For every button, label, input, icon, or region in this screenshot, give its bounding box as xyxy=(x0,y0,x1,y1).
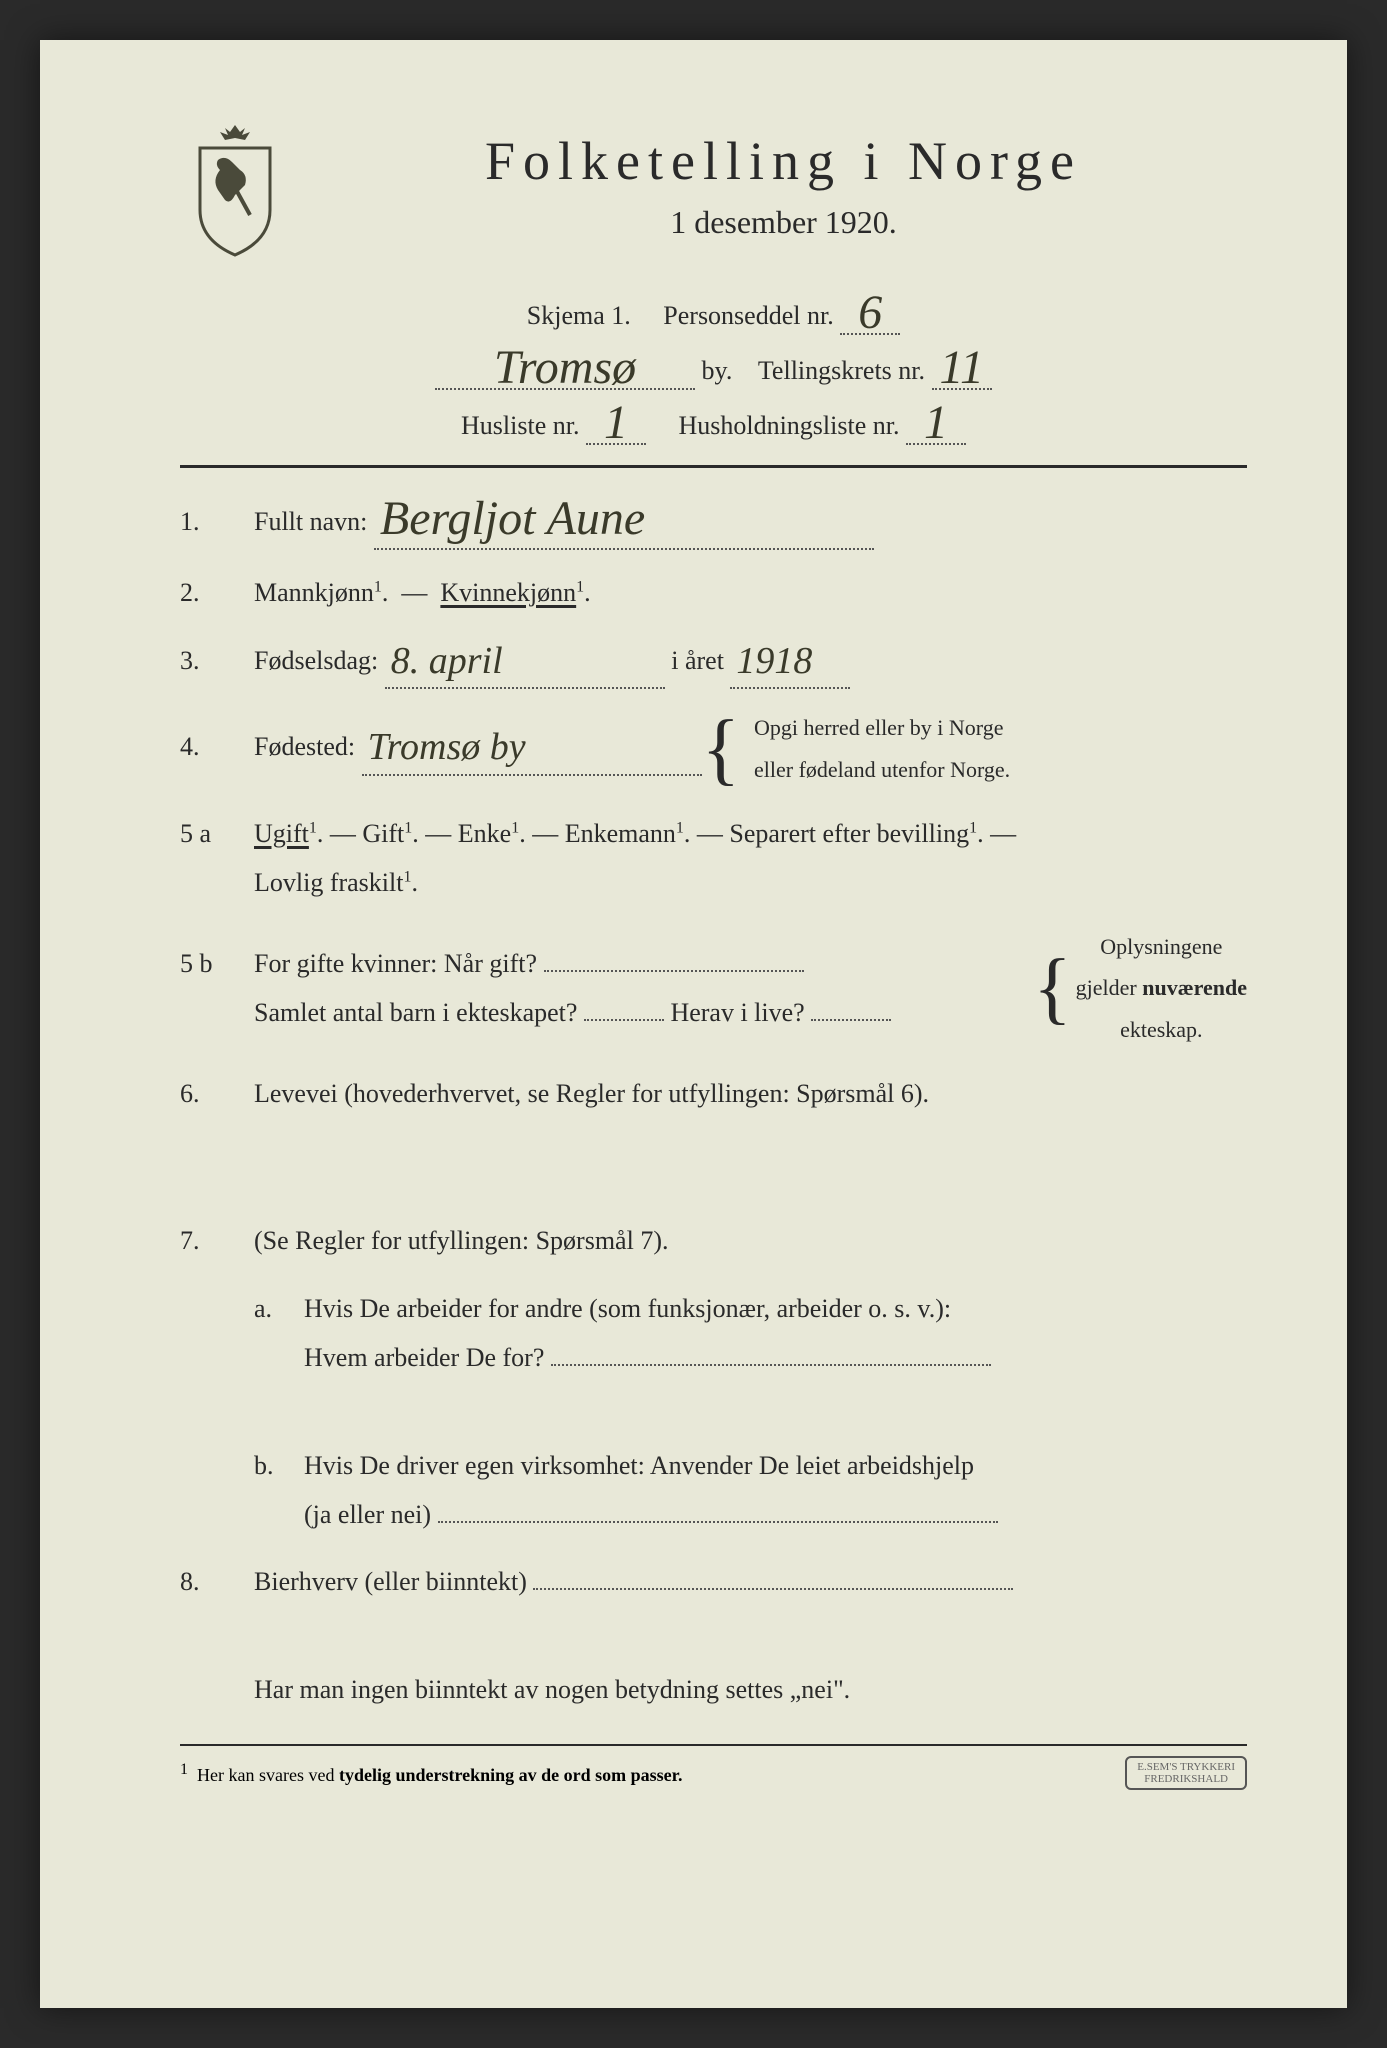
q5b-line1: For gifte kvinner: Når gift? xyxy=(254,949,537,978)
q3-day: 8. april xyxy=(391,640,503,682)
tail-note: Har man ingen biinntekt av nogen betydni… xyxy=(254,1665,1247,1714)
q7-intro: (Se Regler for utfyllingen: Spørsmål 7). xyxy=(254,1226,668,1255)
q6-num: 6. xyxy=(180,1069,230,1118)
q5a-opt-enke: Enke xyxy=(458,819,511,848)
tellingskrets-value: 11 xyxy=(940,341,984,394)
printer-stamp: E.SEM'S TRYKKERI FREDRIKSHALD xyxy=(1125,1756,1247,1790)
question-5b: 5 b For gifte kvinner: Når gift? Samlet … xyxy=(180,926,1247,1051)
q5b-line2b: Herav i live? xyxy=(670,998,804,1027)
q5a-opt-separert: Separert efter bevilling xyxy=(729,819,969,848)
q3-num: 3. xyxy=(180,636,230,685)
meta-row-2: Tromsø by. Tellingskrets nr. 11 xyxy=(180,345,1247,390)
question-1: 1. Fullt navn: Bergljot Aune xyxy=(180,496,1247,550)
q5b-line2a: Samlet antal barn i ekteskapet? xyxy=(254,998,577,1027)
q7a-line2: Hvem arbeider De for? xyxy=(304,1343,544,1372)
footnote-text: Her kan svares ved xyxy=(197,1765,339,1785)
q5a-opt-enkemann: Enkemann xyxy=(565,819,676,848)
q5a-opt-ugift: Ugift xyxy=(254,819,309,848)
question-2: 2. Mannkjønn1. — Kvinnekjønn1. xyxy=(180,568,1247,617)
husliste-value: 1 xyxy=(604,396,628,449)
q7a-num: a. xyxy=(254,1284,284,1423)
q3-year-label: i året xyxy=(671,646,724,675)
main-title: Folketelling i Norge xyxy=(320,130,1247,192)
q8-num: 8. xyxy=(180,1557,230,1606)
census-form-page: Folketelling i Norge 1 desember 1920. Sk… xyxy=(40,40,1347,2008)
brace-icon: { xyxy=(702,725,740,773)
by-label: by. xyxy=(702,356,733,385)
q4-num: 4. xyxy=(180,722,230,771)
q4-note: Opgi herred eller by i Norge eller fødel… xyxy=(754,707,1010,791)
tellingskrets-label: Tellingskrets nr. xyxy=(758,356,925,385)
meta-block: Skjema 1. Personseddel nr. 6 Tromsø by. … xyxy=(180,290,1247,445)
form-body: 1. Fullt navn: Bergljot Aune 2. Mannkjøn… xyxy=(180,496,1247,1714)
title-block: Folketelling i Norge 1 desember 1920. xyxy=(320,120,1247,241)
footnote: 1 Her kan svares ved tydelig understrekn… xyxy=(180,1744,1247,1790)
q7b-num: b. xyxy=(254,1441,284,1540)
q3-label: Fødselsdag: xyxy=(254,646,378,675)
husliste-label: Husliste nr. xyxy=(461,411,579,440)
q1-label: Fullt navn: xyxy=(254,507,367,536)
separator xyxy=(180,465,1247,468)
coat-of-arms-icon xyxy=(180,120,290,260)
q8-label: Bierhverv (eller biinntekt) xyxy=(254,1567,527,1596)
footnote-bold: tydelig understrekning av de ord som pas… xyxy=(339,1765,683,1785)
header: Folketelling i Norge 1 desember 1920. xyxy=(180,120,1247,260)
q5a-num: 5 a xyxy=(180,809,230,858)
question-3: 3. Fødselsdag: 8. april i året 1918 xyxy=(180,636,1247,689)
personseddel-value: 6 xyxy=(858,286,882,339)
skjema-label: Skjema 1. xyxy=(527,301,631,330)
q4-value: Tromsø by xyxy=(368,726,526,768)
q5a-opt-fraskilt: Lovlig fraskilt xyxy=(254,868,403,897)
question-5a: 5 a Ugift1. — Gift1. — Enke1. — Enkemann… xyxy=(180,809,1247,908)
q7a-line1: Hvis De arbeider for andre (som funksjon… xyxy=(304,1294,951,1323)
husholdning-label: Husholdningsliste nr. xyxy=(678,411,899,440)
q5b-num: 5 b xyxy=(180,939,230,988)
q2-num: 2. xyxy=(180,568,230,617)
q5b-note: Oplysningene gjelder nuværende ekteskap. xyxy=(1076,926,1247,1051)
by-value: Tromsø xyxy=(494,341,636,394)
subtitle: 1 desember 1920. xyxy=(320,204,1247,241)
meta-row-3: Husliste nr. 1 Husholdningsliste nr. 1 xyxy=(180,400,1247,445)
q2-opt1: Mannkjønn xyxy=(254,578,374,607)
question-8: 8. Bierhverv (eller biinntekt) xyxy=(180,1557,1247,1646)
q7b-line1: Hvis De driver egen virksomhet: Anvender… xyxy=(304,1451,974,1480)
meta-row-1: Skjema 1. Personseddel nr. 6 xyxy=(180,290,1247,335)
q6-label: Levevei (hovederhvervet, se Regler for u… xyxy=(254,1079,929,1108)
q7b-line2: (ja eller nei) xyxy=(304,1500,431,1529)
question-6: 6. Levevei (hovederhvervet, se Regler fo… xyxy=(180,1069,1247,1198)
personseddel-label: Personseddel nr. xyxy=(663,301,833,330)
q5a-opt-gift: Gift xyxy=(362,819,404,848)
q2-opt2-selected: Kvinnekjønn xyxy=(440,578,576,607)
brace-icon: { xyxy=(1033,964,1071,1012)
question-4: 4. Fødested: Tromsø by { Opgi herred ell… xyxy=(180,707,1247,791)
q3-year: 1918 xyxy=(736,640,812,682)
husholdning-value: 1 xyxy=(924,396,948,449)
footnote-marker: 1 xyxy=(180,1761,188,1778)
q1-value: Bergljot Aune xyxy=(380,492,645,545)
q4-label: Fødested: xyxy=(254,732,355,761)
question-7: 7. (Se Regler for utfyllingen: Spørsmål … xyxy=(180,1216,1247,1539)
q7-num: 7. xyxy=(180,1216,230,1265)
q1-num: 1. xyxy=(180,497,230,546)
